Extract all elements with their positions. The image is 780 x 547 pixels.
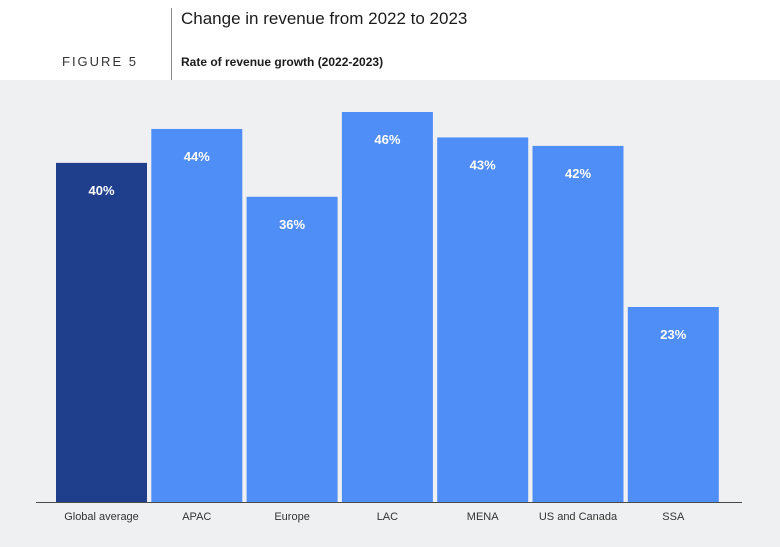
x-tick-label: US and Canada	[539, 511, 618, 523]
chart-subtitle: Rate of revenue growth (2022-2023)	[181, 55, 384, 69]
data-label: 23%	[660, 327, 686, 342]
figure-label: FIGURE 5	[62, 54, 138, 69]
bar-europe	[246, 196, 338, 503]
chart-title: Change in revenue from 2022 to 2023	[181, 9, 468, 28]
x-tick-label: LAC	[377, 511, 398, 523]
bar-ssa	[627, 307, 719, 502]
data-label: 46%	[374, 132, 400, 147]
bar-lac	[341, 112, 433, 502]
bar-chart: 40% Global average 44% APAC 36% Europe 46% LAC 4…	[36, 112, 742, 523]
data-label: 36%	[279, 217, 305, 232]
x-tick-label: Europe	[274, 511, 309, 523]
bar-global-average	[56, 162, 147, 502]
x-tick-label: MENA	[467, 511, 499, 523]
bar-us-and-canada	[532, 145, 624, 503]
x-tick-label: Global average	[64, 511, 139, 523]
data-label: 44%	[184, 149, 210, 164]
bar-mena	[437, 137, 529, 502]
header-divider	[171, 8, 172, 82]
data-label: 40%	[88, 183, 114, 198]
chart-header: Change in revenue from 2022 to 2023 FIGU…	[0, 0, 780, 82]
x-tick-label: APAC	[182, 511, 211, 523]
data-label: 43%	[470, 157, 496, 172]
x-tick-label: SSA	[662, 511, 685, 523]
data-label: 42%	[565, 166, 591, 181]
bar-apac	[151, 128, 243, 502]
